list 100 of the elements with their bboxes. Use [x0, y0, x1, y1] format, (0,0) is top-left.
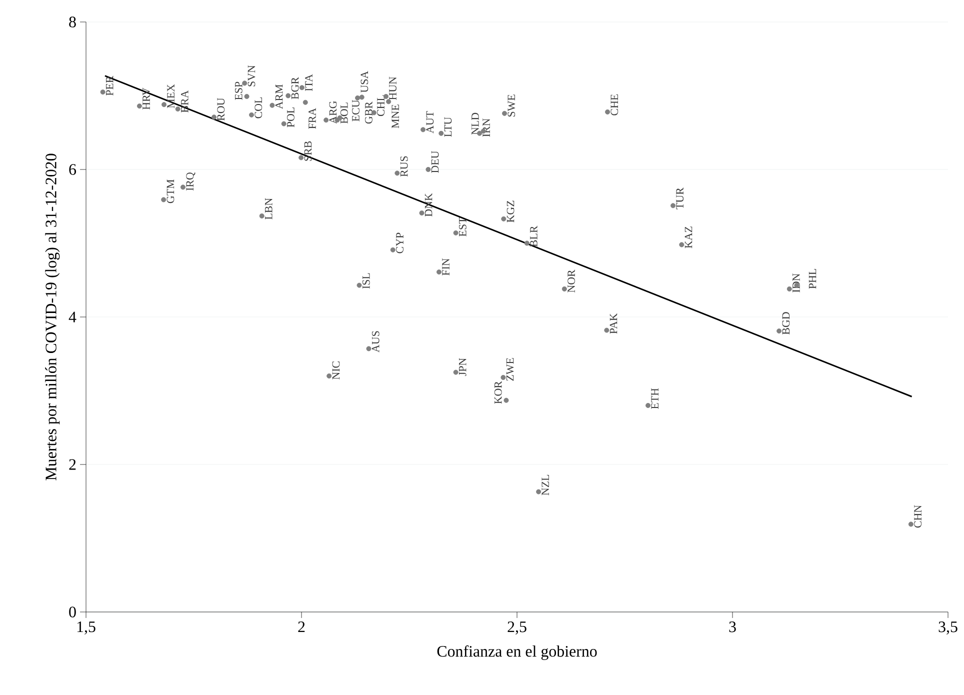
- annotation: FRA: [308, 108, 316, 129]
- point: [355, 95, 360, 100]
- point: [670, 203, 676, 208]
- annotation: HRV: [142, 88, 150, 110]
- point: [324, 118, 329, 123]
- point: [326, 373, 332, 378]
- annotation: PAK: [610, 313, 618, 334]
- y-tick-label: 2: [69, 459, 76, 470]
- point: [244, 94, 250, 99]
- annotation: ESP: [234, 82, 242, 100]
- point: [524, 240, 530, 246]
- annotation: LBN: [265, 198, 272, 220]
- annotation: ARM: [275, 84, 283, 110]
- point: [646, 402, 651, 408]
- annotation: HUN: [389, 76, 396, 100]
- annotation: PER: [106, 76, 114, 96]
- x-tick-label: 3,5: [938, 622, 958, 635]
- point: [302, 100, 308, 105]
- y-tick-label: 4: [68, 312, 76, 322]
- point: [161, 197, 166, 202]
- point: [438, 130, 444, 136]
- point: [426, 166, 431, 172]
- annotation: CHL: [377, 95, 384, 116]
- point: [180, 184, 186, 190]
- annotation: IRQ: [186, 172, 196, 191]
- point: [212, 114, 217, 120]
- point: [786, 286, 792, 292]
- point: [286, 93, 291, 98]
- annotation: CHN: [914, 505, 922, 528]
- annotation: POL: [287, 108, 294, 128]
- point: [394, 170, 400, 176]
- annotation: RUS: [400, 156, 408, 177]
- point: [281, 121, 286, 126]
- annotation: KOR: [494, 381, 502, 404]
- point: [356, 282, 362, 288]
- x-axis-title: Confianza en el gobierno: [437, 645, 597, 660]
- annotation: NIC: [332, 362, 340, 380]
- annotation: KAZ: [684, 226, 692, 248]
- annotation: COL: [254, 97, 262, 118]
- annotation: NOR: [568, 270, 575, 292]
- point: [242, 80, 248, 86]
- annotation: TUR: [676, 188, 684, 210]
- point: [604, 328, 610, 333]
- annotation: BRA: [181, 90, 188, 112]
- x-tick-label: 3: [729, 622, 736, 632]
- point: [500, 374, 506, 380]
- annotation: MNE: [392, 104, 399, 128]
- point: [386, 99, 392, 104]
- annotation: GTM: [166, 179, 174, 204]
- point: [249, 112, 254, 118]
- annotation: FIN: [442, 258, 450, 276]
- annotation: ROU: [217, 98, 225, 121]
- annotation: BLR: [530, 226, 538, 247]
- annotation: JPN: [459, 358, 466, 376]
- annotation: DNK: [424, 193, 432, 216]
- point: [436, 269, 442, 274]
- annotation: BGR: [291, 77, 299, 100]
- annotation: ITA: [305, 74, 312, 92]
- annotation: AUS: [372, 331, 380, 352]
- point: [776, 328, 782, 334]
- annotation: LTU: [444, 117, 452, 137]
- annotation: IDN: [792, 274, 800, 292]
- annotation: NZL: [542, 474, 549, 496]
- y-axis-title: Muertes por millón COVID-19 (log) al 31-12-2020: [45, 154, 60, 480]
- point: [502, 110, 508, 116]
- annotation: DEU: [431, 150, 439, 173]
- annotation: USA: [360, 70, 368, 93]
- annotation: ECU: [352, 100, 360, 122]
- point: [536, 489, 542, 494]
- annotation: CHE: [610, 94, 618, 116]
- annotation: ISL: [362, 273, 370, 289]
- annotation: AUT: [426, 111, 434, 134]
- point: [605, 109, 610, 114]
- annotation: MEX: [167, 84, 174, 108]
- point: [270, 102, 275, 108]
- point: [259, 213, 264, 218]
- point: [298, 155, 304, 160]
- x-tick-label: 1,5: [77, 622, 96, 634]
- point: [299, 85, 304, 90]
- annotation: BGD: [782, 312, 790, 334]
- point: [420, 127, 426, 132]
- point: [562, 286, 567, 292]
- annotation: BOL: [340, 102, 348, 124]
- point: [162, 102, 167, 108]
- x-tick-label: 2,5: [508, 622, 526, 635]
- y-tick-label: 8: [69, 16, 76, 28]
- y-tick-label: 6: [69, 164, 76, 175]
- point: [679, 242, 684, 248]
- annotation: SWE: [508, 94, 516, 116]
- annotation: NLD: [472, 112, 479, 135]
- point: [175, 106, 180, 112]
- annotation: CYP: [396, 232, 404, 254]
- annotation: EST: [459, 217, 466, 236]
- annotation: KGZ: [506, 200, 514, 222]
- point: [501, 216, 506, 222]
- point: [100, 90, 106, 95]
- annotation: GBR: [365, 101, 372, 124]
- y-tick-label: 0: [69, 606, 76, 618]
- annotation: PHL: [808, 269, 816, 289]
- annotation: ETH: [651, 388, 658, 409]
